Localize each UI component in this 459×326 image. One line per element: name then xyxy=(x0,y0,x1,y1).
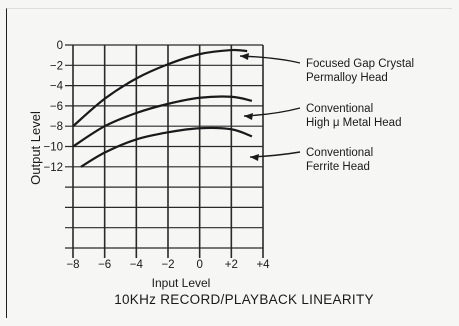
x-tick-label: −6 xyxy=(98,259,111,271)
series-line-3 xyxy=(80,126,253,168)
y-axis-label: Output Level xyxy=(28,111,43,185)
y-tick-label: −4 xyxy=(50,81,64,93)
x-tick-label: 0 xyxy=(196,259,202,271)
x-tick-label: −4 xyxy=(130,259,144,271)
series-line-1 xyxy=(72,48,248,128)
series-label-2: High μ Metal Head xyxy=(306,117,401,129)
series-label-1: Focused Gap Crystal xyxy=(306,58,414,70)
y-axis-ticks: 0 −2 −4 −6 −8 −10 −12 xyxy=(43,40,63,174)
y-tick-label: −2 xyxy=(50,60,63,72)
series-label-3: Ferrite Head xyxy=(306,161,370,173)
series-leader-1 xyxy=(239,55,301,64)
x-tick-label: −8 xyxy=(66,259,79,271)
x-tick-label: −2 xyxy=(161,259,174,271)
series-line-2 xyxy=(72,95,253,148)
arrowhead-icon xyxy=(250,154,259,161)
series-label-3: Conventional xyxy=(306,147,373,159)
y-tick-label: −8 xyxy=(50,121,63,133)
grid-layer xyxy=(65,44,264,258)
x-tick-label: +4 xyxy=(256,259,270,271)
series-label-1: Permalloy Head xyxy=(306,72,388,84)
x-axis-ticks: −8 −6 −4 −2 0 +2 +4 xyxy=(66,259,270,271)
chart-title: 10KHz RECORD/PLAYBACK LINEARITY xyxy=(114,292,374,307)
x-tick-label: +2 xyxy=(225,259,238,271)
curve-layer xyxy=(72,48,301,168)
x-axis-label: Input Level xyxy=(152,276,211,290)
y-tick-label: 0 xyxy=(57,40,63,52)
arrowhead-icon xyxy=(240,53,249,60)
arrowhead-icon xyxy=(244,113,253,120)
series-label-2: Conventional xyxy=(306,103,373,115)
y-tick-label: −10 xyxy=(43,142,63,154)
figure-frame xyxy=(6,8,452,318)
y-tick-label: −6 xyxy=(50,101,63,113)
series-labels: Focused Gap Crystal Permalloy Head Convent… xyxy=(306,58,414,173)
y-tick-label: −12 xyxy=(43,162,63,174)
